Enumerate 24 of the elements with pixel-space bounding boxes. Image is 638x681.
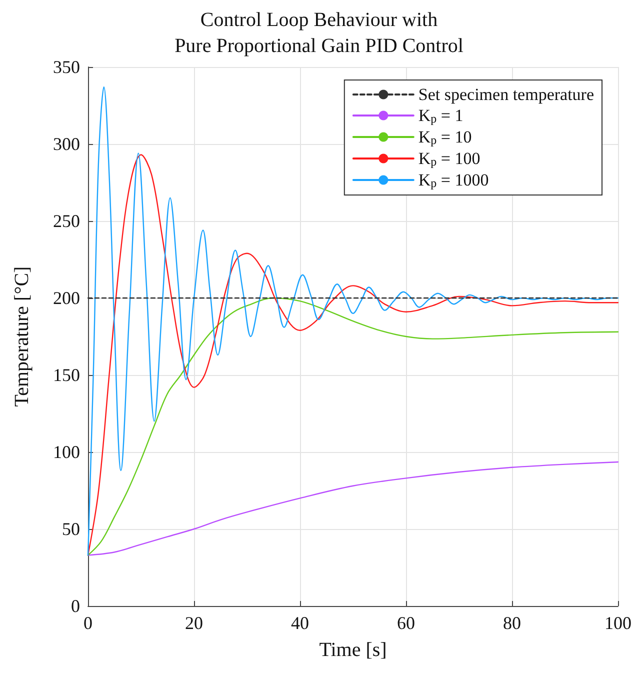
legend-label: Kp = 1000	[418, 170, 489, 190]
y-tick-label: 200	[53, 288, 80, 308]
x-tick-label: 20	[185, 613, 203, 633]
y-tick-label: 150	[53, 365, 80, 385]
x-tick-label: 60	[397, 613, 415, 633]
y-axis-title: Temperature [°C]	[11, 266, 33, 407]
legend-label: Kp = 10	[418, 128, 472, 147]
x-tick-label: 0	[84, 613, 92, 633]
legend-label: Set specimen temperature	[418, 85, 594, 104]
line-series	[87, 297, 619, 556]
chart-title: Control Loop Behaviour with Pure Proportional Gain PID Control	[174, 9, 464, 57]
x-tick-label: 40	[291, 613, 309, 633]
y-tick-label: 0	[71, 596, 80, 616]
legend-label: Kp = 1	[418, 106, 464, 126]
y-tick-label: 250	[53, 211, 80, 231]
x-tick-label: 100	[604, 613, 632, 633]
y-tick-label: 50	[62, 519, 80, 539]
y-tick-label: 350	[53, 57, 80, 77]
legend-label: Kp = 100	[418, 149, 480, 168]
y-tick-label: 300	[53, 134, 80, 154]
line-series	[87, 461, 619, 556]
x-tick-label: 80	[503, 613, 521, 633]
y-tick-label: 100	[53, 442, 80, 462]
x-axis-title: Time [s]	[319, 639, 387, 661]
